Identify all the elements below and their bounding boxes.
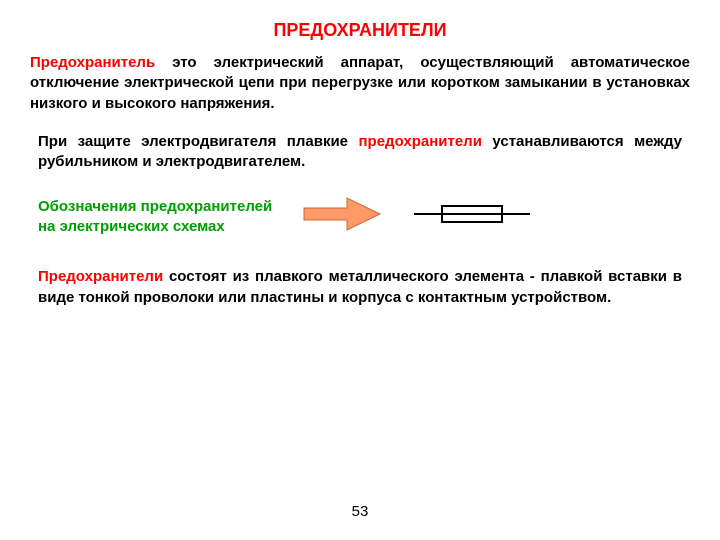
- page-title: ПРЕДОХРАНИТЕЛИ: [30, 20, 690, 41]
- arrow-icon: [302, 196, 382, 237]
- diagram-row: Обозначения предохранителей на электриче…: [30, 196, 690, 237]
- paragraph-usage: При защите электродвигателя плавкие пред…: [30, 132, 690, 173]
- fuse-symbol: [412, 202, 532, 231]
- paragraph-composition: Предохранители состоят из плавкого метал…: [30, 267, 690, 308]
- comp-lead: Предохранители: [38, 268, 163, 285]
- schematic-label: Обозначения предохранителей на электриче…: [38, 197, 272, 238]
- green-line2: на электрических схемах: [38, 218, 225, 235]
- usage-a: При защите электродвигателя плавкие: [38, 133, 358, 150]
- page-number: 53: [352, 503, 369, 520]
- term-lead: Предохранитель: [30, 54, 155, 71]
- usage-red: предохранители: [358, 133, 481, 150]
- paragraph-definition: Предохранитель это электрический аппарат…: [30, 53, 690, 114]
- green-line1: Обозначения предохранителей: [38, 198, 272, 215]
